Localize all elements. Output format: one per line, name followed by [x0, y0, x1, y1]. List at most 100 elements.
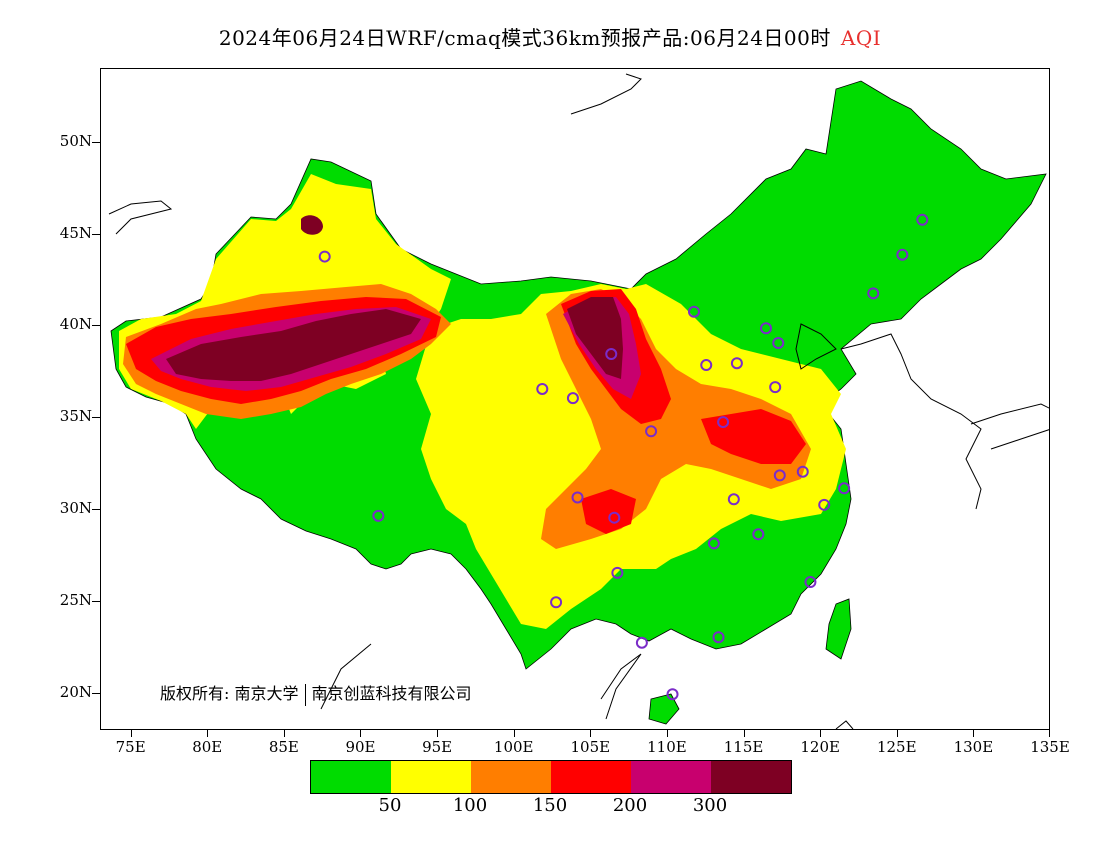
- lat-tick: [92, 417, 100, 419]
- legend-swatch: [391, 761, 471, 793]
- lon-tick-label: 110E: [647, 738, 687, 756]
- mongolia-lake-outline: [108, 73, 642, 235]
- lon-tick-label: 125E: [876, 738, 917, 756]
- station-marker: [611, 566, 624, 579]
- station-marker: [730, 357, 743, 370]
- coastline-bohai: [795, 323, 837, 370]
- station-marker: [635, 636, 648, 649]
- lon-tick: [896, 730, 898, 737]
- legend-swatch: [631, 761, 711, 793]
- copyright-label: 版权所有:: [160, 684, 230, 703]
- lat-tick: [92, 141, 100, 143]
- lat-tick-label: 30N: [59, 499, 92, 518]
- lat-tick-label: 45N: [59, 223, 92, 242]
- lon-tick-label: 90E: [345, 738, 376, 756]
- station-marker: [772, 336, 785, 349]
- coastline-korea-japan: [840, 333, 1049, 510]
- lon-tick-label: 105E: [570, 738, 611, 756]
- lon-tick: [360, 730, 362, 737]
- station-marker: [804, 576, 817, 589]
- station-marker: [752, 528, 765, 541]
- station-marker: [645, 425, 658, 438]
- lon-tick-label: 95E: [422, 738, 453, 756]
- lat-tick: [92, 509, 100, 511]
- legend-label: 300: [692, 795, 728, 816]
- station-marker: [372, 509, 385, 522]
- station-marker: [773, 469, 786, 482]
- station-marker: [760, 322, 772, 335]
- station-marker: [838, 482, 851, 495]
- station-marker: [712, 631, 725, 644]
- station-marker: [605, 348, 618, 361]
- station-marker: [687, 305, 700, 318]
- station-marker: [769, 381, 782, 394]
- legend-label: 50: [378, 795, 402, 816]
- lat-tick-label: 20N: [59, 683, 92, 702]
- lon-tick-label: 100E: [493, 738, 534, 756]
- station-marker: [571, 491, 584, 504]
- lon-tick: [973, 730, 975, 737]
- copyright-notice: 版权所有: 南京大学 南京创蓝科技有限公司: [160, 680, 472, 706]
- lat-tick: [92, 601, 100, 603]
- city-stations: [318, 213, 929, 701]
- legend-label: 200: [612, 795, 648, 816]
- region-unhealthy-sichuan: [581, 489, 636, 534]
- lon-tick: [743, 730, 745, 737]
- station-marker: [916, 213, 929, 226]
- legend-swatch: [711, 761, 791, 793]
- lon-tick: [130, 730, 132, 737]
- aqi-map: [108, 73, 1049, 729]
- copyright-org1: 南京大学: [234, 684, 299, 703]
- title-text: 2024年06月24日WRF/cmaq模式36km预报产品:06月24日00时: [218, 26, 831, 50]
- station-marker: [566, 392, 579, 405]
- lat-tick-label: 40N: [59, 315, 92, 334]
- legend-swatch: [471, 761, 551, 793]
- lon-tick-label: 75E: [115, 738, 146, 756]
- lon-tick: [283, 730, 285, 737]
- separator: [304, 683, 306, 706]
- station-marker: [727, 493, 740, 506]
- lat-tick-label: 25N: [59, 591, 92, 610]
- station-marker: [536, 382, 549, 395]
- region-hazardous-taklamakan: [166, 309, 421, 381]
- station-marker: [896, 248, 909, 261]
- station-marker: [550, 596, 563, 609]
- lon-tick: [1049, 730, 1050, 737]
- lon-tick: [666, 730, 668, 737]
- station-marker: [700, 359, 713, 372]
- lon-tick-label: 120E: [800, 738, 840, 756]
- station-marker: [318, 250, 331, 263]
- station-marker: [707, 537, 720, 550]
- legend-label: 100: [452, 795, 488, 816]
- lon-tick: [437, 730, 439, 737]
- lon-tick: [207, 730, 209, 737]
- legend-swatch: [311, 761, 391, 793]
- legend-swatch: [551, 761, 631, 793]
- lon-tick: [820, 730, 822, 737]
- copyright-org2: 南京创蓝科技有限公司: [311, 684, 472, 703]
- aqi-legend: [310, 760, 792, 794]
- variable-label: AQI: [840, 26, 882, 50]
- legend-label: 150: [532, 795, 568, 816]
- lon-tick-label: 85E: [268, 738, 299, 756]
- lon-tick: [590, 730, 592, 737]
- station-marker: [796, 465, 809, 478]
- lat-tick-label: 50N: [59, 131, 92, 150]
- lat-tick: [92, 325, 100, 327]
- lat-tick-label: 35N: [59, 407, 92, 426]
- map-title: 2024年06月24日WRF/cmaq模式36km预报产品:06月24日00时 A…: [0, 22, 1100, 51]
- station-marker: [608, 511, 621, 524]
- southeast-asia-coast: [320, 643, 854, 729]
- lon-tick: [513, 730, 515, 737]
- lon-tick-label: 115E: [723, 738, 764, 756]
- region-hazardous-spot: [301, 215, 323, 235]
- taiwan: [825, 598, 852, 660]
- station-marker: [867, 287, 880, 300]
- lon-tick-label: 80E: [192, 738, 223, 756]
- lon-tick-label: 130E: [953, 738, 994, 756]
- station-marker: [818, 498, 831, 511]
- station-marker: [666, 688, 679, 701]
- station-marker: [717, 416, 730, 429]
- lat-tick: [92, 233, 100, 235]
- map-frame: [100, 68, 1050, 730]
